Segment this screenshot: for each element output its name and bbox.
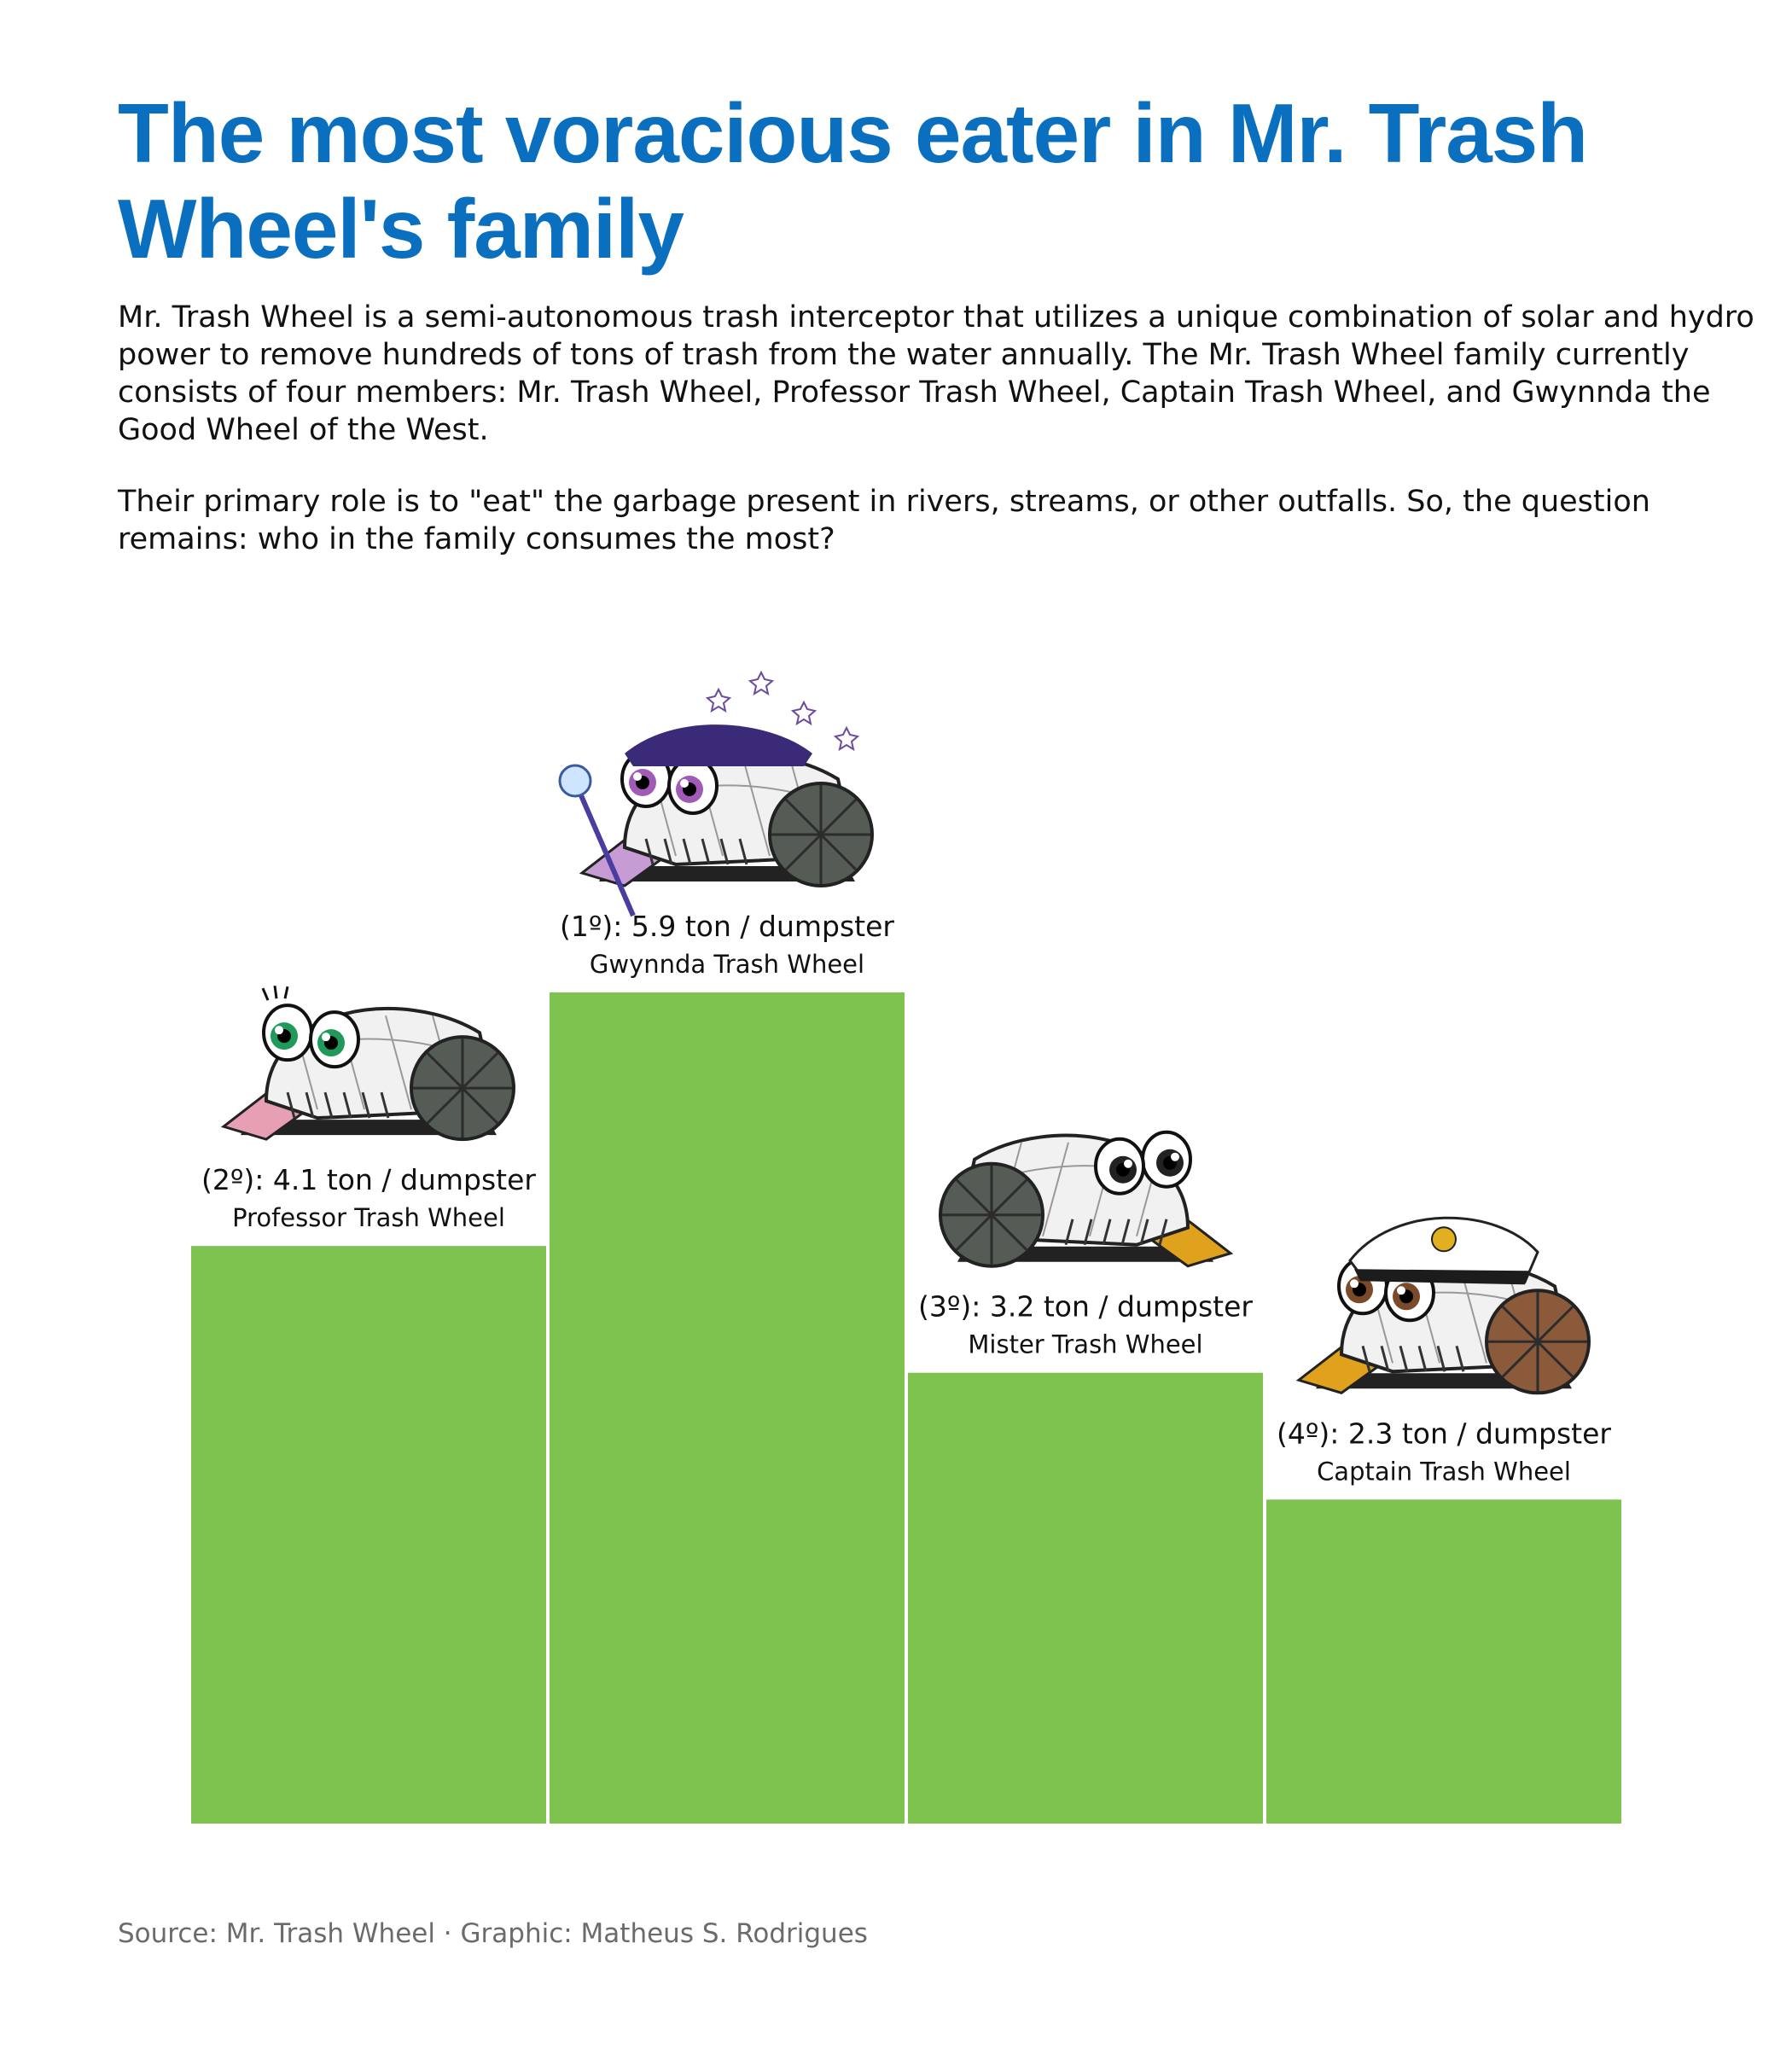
gwynnda-trash-wheel-icon bbox=[558, 670, 874, 917]
bar-mister-trash-wheel bbox=[908, 1372, 1263, 1824]
value-label: (4º): 2.3 ton / dumpster bbox=[1277, 1417, 1611, 1450]
subtitle-paragraph-1: Mr. Trash Wheel is a semi-autonomous tra… bbox=[118, 300, 1754, 447]
source-caption: Source: Mr. Trash Wheel · Graphic: Mathe… bbox=[118, 1918, 868, 1949]
chart-title: The most voracious eater in Mr. Trash Wh… bbox=[118, 86, 1588, 276]
category-label: Captain Trash Wheel bbox=[1317, 1457, 1571, 1486]
bar-captain-trash-wheel bbox=[1266, 1499, 1621, 1824]
subtitle-paragraph-2: Their primary role is to "eat" the garba… bbox=[118, 485, 1650, 556]
value-label: (2º): 4.1 ton / dumpster bbox=[201, 1163, 536, 1196]
category-label: Gwynnda Trash Wheel bbox=[590, 950, 864, 979]
captain-trash-wheel-icon bbox=[1295, 1216, 1591, 1395]
category-label: Professor Trash Wheel bbox=[232, 1203, 505, 1232]
category-label: Mister Trash Wheel bbox=[968, 1330, 1202, 1359]
mister-trash-wheel-icon bbox=[939, 1130, 1234, 1268]
value-label: (1º): 5.9 ton / dumpster bbox=[560, 910, 894, 943]
bar-professor-trash-wheel bbox=[191, 1246, 546, 1824]
value-label: (3º): 3.2 ton / dumpster bbox=[918, 1290, 1253, 1324]
professor-trash-wheel-icon bbox=[220, 985, 515, 1142]
bar-gwynnda-trash-wheel bbox=[550, 992, 905, 1824]
